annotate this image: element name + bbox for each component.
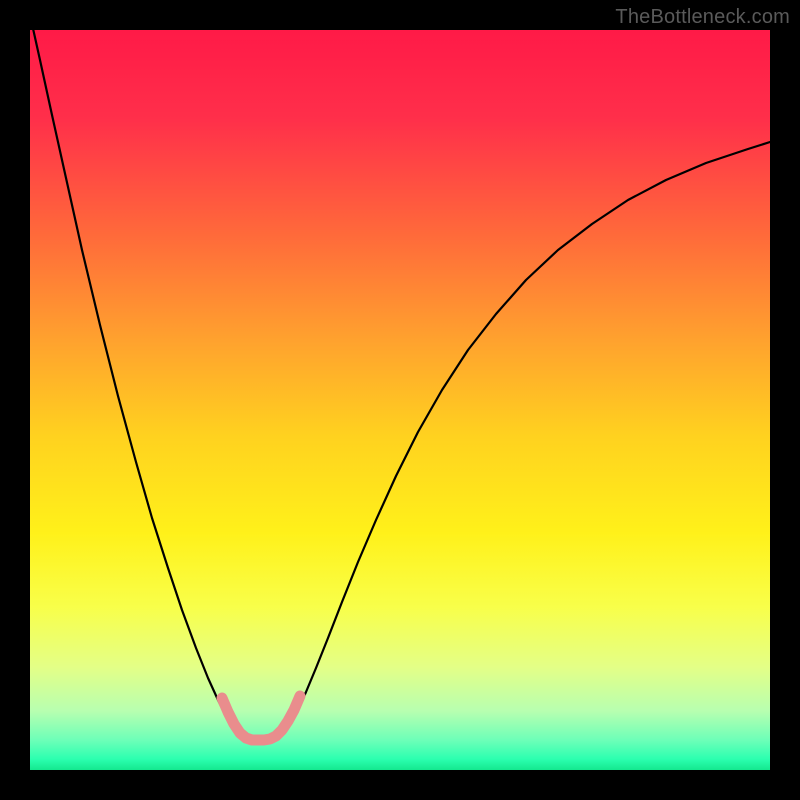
watermark-text: TheBottleneck.com	[615, 6, 790, 29]
gradient-background	[30, 30, 770, 770]
chart-frame	[30, 30, 770, 770]
chart-canvas	[30, 30, 770, 770]
